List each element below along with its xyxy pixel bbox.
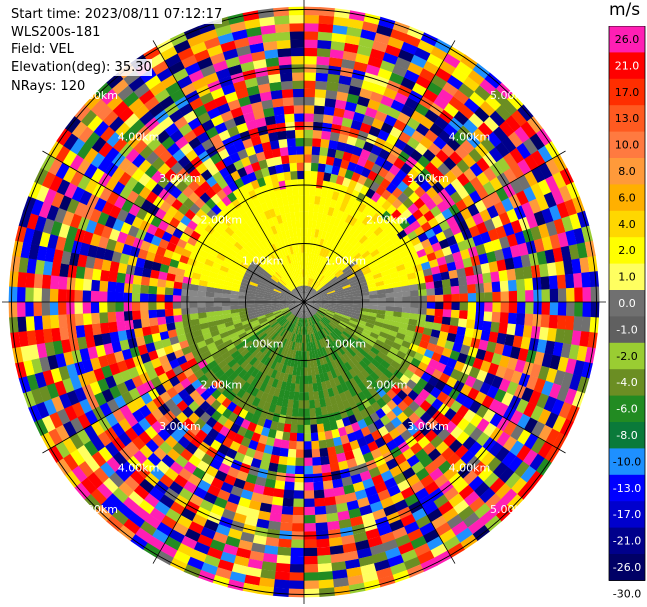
colorbar-tick-label: -13.0 xyxy=(613,482,641,495)
colorbar-tick-label: -6.0 xyxy=(616,403,637,416)
colorbar-tick-label: -2.0 xyxy=(616,350,637,363)
colorbar-unit-label: m/s xyxy=(609,0,641,20)
colorbar-segment xyxy=(609,184,645,212)
azimuth-spoke xyxy=(42,301,305,454)
azimuth-spoke xyxy=(152,301,305,564)
range-labels: 1.00km 1.00km 1.00km 1.00km 2.00km 2.00km 2.00… xyxy=(76,89,531,516)
range-label: 1.00km xyxy=(325,337,367,350)
range-label: 3.00km xyxy=(407,172,449,185)
range-rings xyxy=(2,0,606,604)
colorbar: 26.0 21.0 17.0 13.0 10.0 8.0 6.0 4.0 2.0 1.0 0.0 -1… xyxy=(608,26,646,600)
colorbar-tick-label: 4.0 xyxy=(618,218,636,231)
colorbar-tick-label: -1.0 xyxy=(616,323,637,336)
colorbar-tick-label: 1.0 xyxy=(618,271,636,284)
colorbar-tick-label: 26.0 xyxy=(615,33,640,46)
colorbar-segment xyxy=(609,26,645,53)
colorbar-segment xyxy=(609,422,645,449)
range-label: 4.00km xyxy=(449,131,491,144)
colorbar-segment xyxy=(609,237,645,265)
colorbar-tick-label: -17.0 xyxy=(613,508,641,521)
colorbar-tick-label: 6.0 xyxy=(618,191,636,204)
colorbar-segment xyxy=(609,342,645,370)
instrument-text: WLS200s-181 xyxy=(11,23,101,41)
range-label: 2.00km xyxy=(366,213,408,226)
azimuth-spoke xyxy=(303,301,566,454)
scan-info: Start time: 2023/08/11 07:12:17 WLS200s-… xyxy=(11,6,223,96)
azimuth-spoke xyxy=(303,301,456,564)
colorbar-tick-label: 0.0 xyxy=(618,297,636,310)
range-label: 2.00km xyxy=(200,379,242,392)
radar-gates xyxy=(8,6,600,598)
colorbar-tick-label: 2.0 xyxy=(618,244,636,257)
range-label: 5.00km xyxy=(490,89,532,102)
colorbar-segment xyxy=(609,290,645,317)
elevation-text: Elevation(deg): 35.30 xyxy=(11,58,152,76)
colorbar-tick-label: -4.0 xyxy=(616,376,637,389)
azimuth-spoke xyxy=(42,150,305,303)
colorbar-tick-label: -10.0 xyxy=(613,455,641,468)
colorbar-segment xyxy=(609,210,645,238)
range-label: 3.00km xyxy=(407,420,449,433)
range-label: 4.00km xyxy=(449,461,491,474)
colorbar-tick-label: -30.0 xyxy=(613,587,641,600)
azimuth-spoke xyxy=(303,40,456,303)
colorbar-segment xyxy=(609,448,645,476)
range-label: 3.00km xyxy=(159,420,201,433)
range-label: 5.00km xyxy=(76,503,118,516)
colorbar-segment xyxy=(609,474,645,502)
colorbar-segment xyxy=(609,316,645,344)
colorbar-segment xyxy=(609,527,645,555)
colorbar-segment xyxy=(609,501,645,529)
range-label: 1.00km xyxy=(242,255,284,268)
colorbar-segment xyxy=(609,158,645,185)
colorbar-segment xyxy=(609,105,645,133)
range-label: 1.00km xyxy=(242,337,284,350)
colorbar-tick-label: 17.0 xyxy=(615,86,640,99)
range-label: 2.00km xyxy=(200,213,242,226)
range-label: 5.00km xyxy=(490,503,532,516)
colorbar-tick-label: -8.0 xyxy=(616,429,637,442)
colorbar-segment xyxy=(609,395,645,423)
range-label: 4.00km xyxy=(118,461,160,474)
colorbar-tick-label: 21.0 xyxy=(615,59,640,72)
range-label: 2.00km xyxy=(366,379,408,392)
nrays-text: NRays: 120 xyxy=(11,78,86,96)
azimuth-spoke xyxy=(303,150,566,303)
colorbar-segment xyxy=(609,131,645,159)
range-label: 4.00km xyxy=(118,131,160,144)
range-label: 3.00km xyxy=(159,172,201,185)
colorbar-segment xyxy=(609,263,645,291)
radar-ppi-plot: 1.00km 1.00km 1.00km 1.00km 2.00km 2.00km 2.00… xyxy=(2,0,606,604)
start-time-text: Start time: 2023/08/11 07:12:17 xyxy=(11,6,223,24)
field-text: Field: VEL xyxy=(11,41,74,59)
range-label: 5.00km xyxy=(76,89,118,102)
colorbar-tick-label: -21.0 xyxy=(613,535,641,548)
colorbar-segment xyxy=(609,369,645,397)
azimuth-spoke xyxy=(152,40,305,303)
colorbar-tick-label: 8.0 xyxy=(618,165,636,178)
colorbar-segment xyxy=(609,78,645,106)
colorbar-tick-label: -26.0 xyxy=(613,561,641,574)
colorbar-tick-label: 10.0 xyxy=(615,139,640,152)
colorbar-segment xyxy=(609,554,645,581)
colorbar-tick-label: 13.0 xyxy=(615,112,640,125)
range-label: 1.00km xyxy=(325,255,367,268)
colorbar-segment xyxy=(609,52,645,80)
